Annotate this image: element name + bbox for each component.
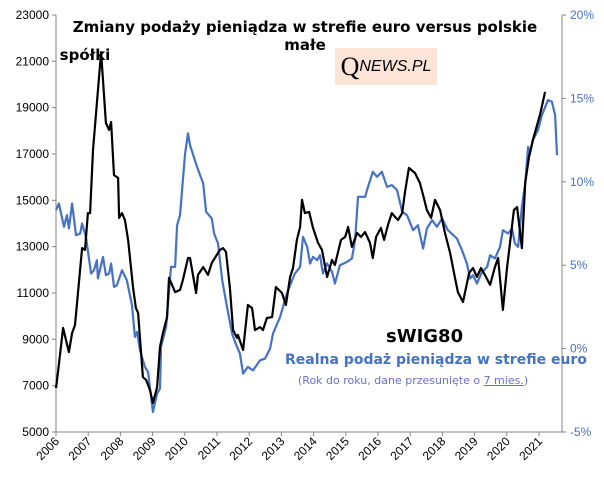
x-tick-label: 2011 [195, 434, 223, 462]
right-tick-label: 20% [570, 8, 594, 22]
series-line-money-supply [54, 99, 559, 414]
left-tick-label: 15000 [16, 193, 50, 207]
x-tick-label: 2007 [66, 434, 95, 463]
right-tick-label: 10% [570, 175, 594, 189]
left-tick-label: 9000 [22, 332, 49, 346]
logo-text: NEWS.PL [359, 57, 432, 75]
x-tick-label: 2009 [130, 434, 159, 463]
note-suffix: ) [523, 374, 529, 387]
logo-q: Q [340, 51, 360, 81]
qnews-logo: Q NEWS.PL [335, 48, 437, 85]
left-tick-label: 11000 [17, 286, 50, 300]
x-tick-label: 2018 [420, 434, 449, 463]
x-tick-label: 2021 [516, 434, 545, 463]
note-link[interactable]: 7 mies. [483, 374, 524, 387]
x-tick-label: 2016 [355, 434, 384, 463]
left-tick-label: 13000 [16, 240, 50, 254]
right-tick-label: 15% [570, 91, 594, 105]
series-label-money-supply: Realna podaż pieniądza w strefie euro [285, 352, 587, 368]
note-prefix: (Rok do roku, dane przesunięte o [298, 374, 484, 387]
right-tick-label: 0% [570, 342, 588, 356]
x-tick-label: 2019 [452, 434, 481, 463]
x-tick-label: 2013 [259, 434, 288, 463]
x-tick-label: 2012 [227, 434, 256, 463]
left-tick-label: 5000 [22, 425, 49, 439]
x-tick-label: 2014 [291, 434, 320, 463]
chart-title-line1: Zmiany podaży pieniądza w strefie euro v… [72, 18, 538, 54]
series-note: (Rok do roku, dane przesunięte o 7 mies.… [298, 374, 528, 387]
left-tick-label: 23000 [16, 8, 50, 22]
right-tick-label: 5% [570, 258, 588, 272]
chart-title-line2: spółki [59, 46, 111, 64]
right-tick-label: -5% [570, 425, 592, 439]
x-tick-label: 2015 [323, 434, 352, 463]
x-tick-label: 2017 [388, 434, 417, 463]
left-tick-label: 19000 [16, 101, 50, 115]
x-tick-label: 2010 [162, 434, 191, 463]
left-tick-label: 17000 [16, 147, 50, 161]
x-tick-label: 2008 [98, 434, 127, 463]
series-label-swig80: sWIG80 [386, 326, 464, 347]
series-line-swig80 [54, 51, 547, 405]
left-tick-label: 21000 [16, 54, 50, 68]
left-tick-label: 7000 [22, 379, 49, 393]
x-tick-label: 2020 [484, 434, 513, 463]
